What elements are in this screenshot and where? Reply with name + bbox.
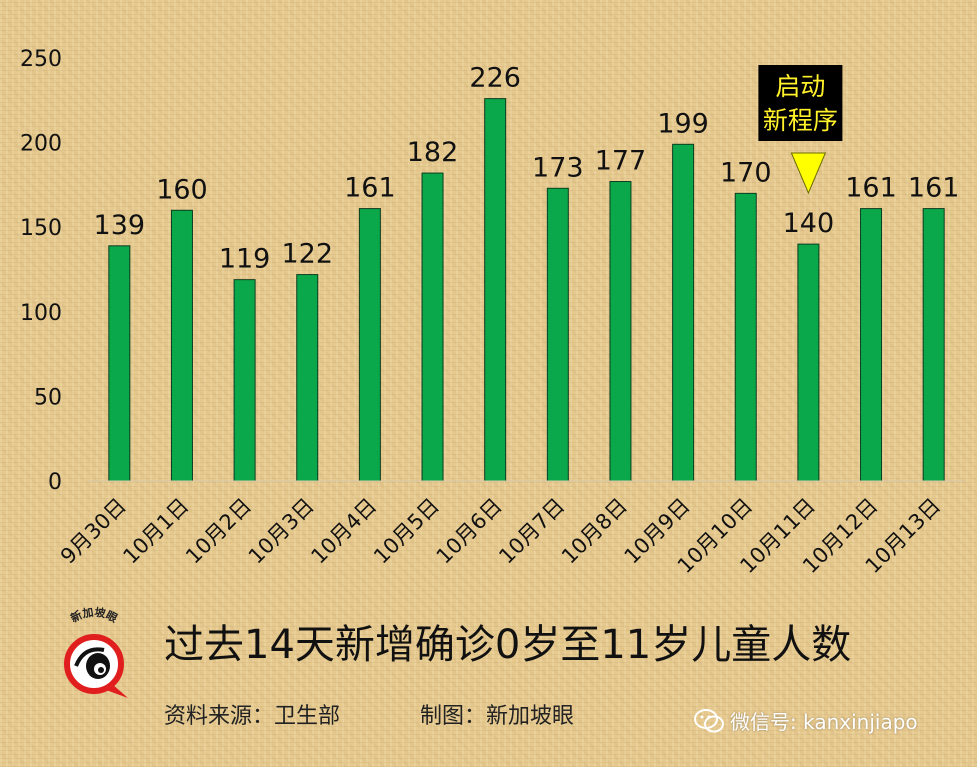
annotation-text: 启动: [775, 72, 825, 101]
bar: [108, 245, 131, 482]
y-tick-label: 0: [48, 470, 62, 495]
x-tick-label: 10月1日: [118, 494, 193, 569]
x-tick-label: 10月7日: [494, 494, 569, 569]
logo-text: 新加坡眼: [68, 606, 119, 625]
y-tick-label: 250: [20, 47, 62, 72]
data-label: 161: [344, 173, 396, 204]
source-note: 资料来源：卫生部: [164, 704, 341, 729]
bar: [484, 98, 507, 482]
data-labels-group: 139 160 119 122 161 182 226 173 177 199 170 140 161 1…: [94, 63, 960, 275]
data-label: 226: [469, 63, 521, 94]
bar: [860, 208, 883, 482]
bar: [358, 208, 381, 482]
x-tick-label: 10月4日: [306, 494, 381, 569]
bar: [672, 143, 695, 482]
x-tick-label: 10月8日: [557, 494, 632, 569]
made-by-note: 制图：新加坡眼: [420, 704, 575, 729]
bar: [734, 192, 757, 482]
bar: [922, 208, 945, 482]
data-label: 173: [532, 152, 584, 183]
chart-title: 过去14天新增确诊0岁至11岁儿童人数: [164, 622, 852, 668]
data-label: 160: [156, 174, 208, 205]
x-tick-label: 9月30日: [56, 494, 131, 569]
magnifier-eye-logo-icon: 新加坡眼: [64, 606, 128, 698]
data-label: 177: [595, 146, 647, 177]
data-label: 161: [908, 173, 960, 204]
bar: [797, 243, 820, 482]
bar: [546, 187, 569, 482]
bars-group: [108, 98, 945, 482]
x-tick-label: 10月5日: [369, 494, 444, 569]
bar: [609, 181, 632, 482]
data-label: 161: [845, 173, 897, 204]
data-label: 139: [94, 210, 146, 241]
data-label: 170: [720, 157, 772, 188]
data-label: 122: [281, 239, 333, 270]
data-label: 140: [783, 208, 835, 239]
svg-text:新加坡眼: 新加坡眼: [68, 606, 119, 625]
annotation-marker-triangle: [790, 152, 827, 195]
data-label: 182: [407, 137, 459, 168]
y-tick-label: 150: [20, 216, 62, 241]
bar: [233, 279, 256, 482]
bar: [170, 209, 193, 482]
annotation-box: [758, 65, 843, 141]
x-tick-label: 10月2日: [181, 494, 256, 569]
y-axis: 0 50 100 150 200 250: [20, 47, 62, 495]
x-tick-label: 10月3日: [244, 494, 319, 569]
data-label: 119: [219, 244, 271, 275]
y-tick-label: 200: [20, 132, 62, 157]
bar-chart: 0 50 100 150 200 250 139 160 119 122 161 182 226 173…: [20, 47, 965, 578]
x-axis: 9月30日10月1日10月2日10月3日10月4日10月5日10月6日10月7日…: [56, 480, 965, 578]
y-tick-label: 100: [20, 301, 62, 326]
wechat-watermark: 微信号: kanxinjiapo: [694, 706, 918, 735]
y-tick-label: 50: [34, 385, 62, 410]
wechat-icon: [694, 708, 724, 732]
annotation-text: 新程序: [763, 106, 838, 135]
x-tick-label: 10月6日: [432, 494, 507, 569]
bar: [421, 172, 444, 482]
bar: [296, 274, 319, 482]
data-label: 199: [657, 108, 709, 139]
wechat-id: 微信号: kanxinjiapo: [730, 710, 918, 734]
